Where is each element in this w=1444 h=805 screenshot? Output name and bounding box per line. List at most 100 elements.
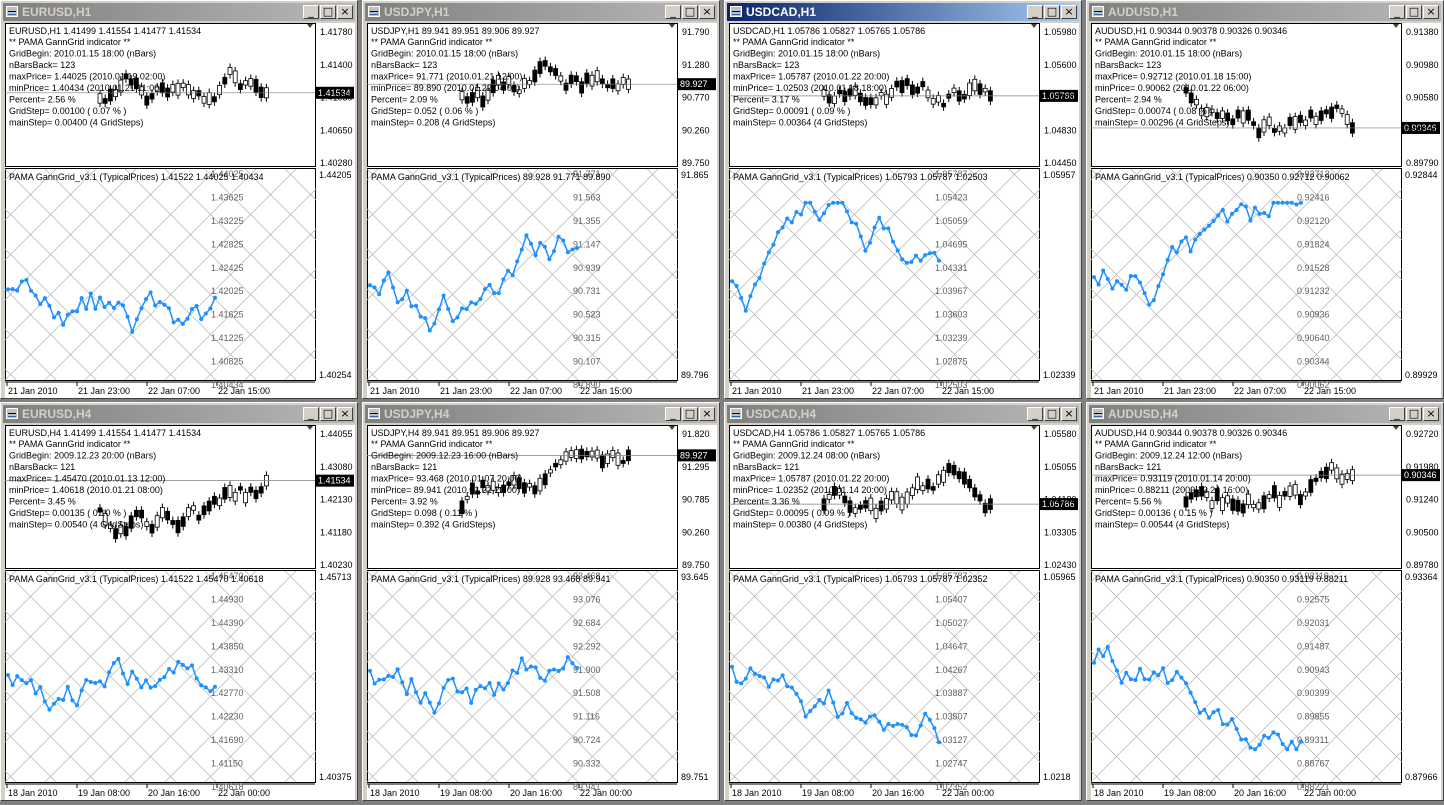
chart-area[interactable]: 89.927 USDJPY,H1 89.941 89.951 89.906 89.… [46, 23, 1219, 403]
gann-line [768, 570, 981, 783]
candle-body [1256, 502, 1262, 510]
chart-window-icon [1092, 6, 1104, 17]
price-axis-label: 1.40230 [320, 560, 353, 570]
typical-price-point [1161, 272, 1165, 277]
price-axis-label: 1.04830 [1044, 125, 1077, 135]
typical-price-point [524, 667, 529, 672]
chart-window[interactable]: EURUSD,H1 _ □ × 1.41534 EURUSD,H1 1.41499 1.4… [0, 0, 857, 399]
window-titlebar[interactable]: USDJPY,H4 _ □ × [365, 405, 717, 423]
price-axis-label: 91.295 [682, 462, 710, 472]
minimize-icon[interactable]: _ [665, 5, 681, 19]
indicator-info-line: GridBegin: 2010.01.15 18:00 (nBars) [1095, 49, 1242, 59]
candle-body [459, 500, 465, 515]
candle-body [573, 75, 579, 83]
candle-body [930, 486, 936, 491]
chart-area[interactable]: 1.05786 USDCAD,H4 1.05786 1.05827 1.05765… [408, 425, 1444, 805]
chart-svg[interactable]: 89.927 USDJPY,H4 89.941 89.951 89.906 89.… [46, 425, 1219, 800]
window-titlebar[interactable]: EURUSD,H4 _ □ × [3, 405, 355, 423]
chart-svg[interactable]: 1.05786 USDCAD,H4 1.05786 1.05827 1.05765… [408, 425, 1444, 800]
typical-price-point [886, 226, 891, 231]
typical-price-point [56, 696, 61, 701]
candle-body [170, 84, 176, 93]
window-titlebar[interactable]: USDJPY,H1 _ □ × [365, 3, 717, 21]
maximize-icon[interactable]: □ [320, 5, 336, 19]
window-titlebar[interactable]: EURUSD,H1 _ □ × [3, 3, 355, 21]
minimize-icon[interactable]: _ [1027, 407, 1043, 421]
close-icon[interactable]: × [1423, 5, 1439, 19]
chart-window[interactable]: AUDUSD,H1 _ □ × 0.90346 AUDUSD,H1 0.90344 0.9… [770, 0, 1444, 399]
typical-price-point [1128, 273, 1133, 278]
indicator-info-line: GridStep= 0.098 ( 0.11 % ) [371, 508, 478, 518]
chart-window[interactable]: AUDUSD,H4 _ □ × 0.90346 AUDUSD,H4 0.90344 0.9… [770, 402, 1444, 801]
chart-area[interactable]: 89.927 USDJPY,H4 89.941 89.951 89.906 89.… [46, 425, 1219, 805]
maximize-icon[interactable]: □ [1044, 5, 1060, 19]
price-pane-frame [1091, 23, 1402, 167]
close-icon[interactable]: × [337, 5, 353, 19]
minimize-icon[interactable]: _ [1389, 407, 1405, 421]
close-icon[interactable]: × [1061, 407, 1077, 421]
chart-window[interactable]: EURUSD,H4 _ □ × 1.41534 EURUSD,H4 1.41499 1.4… [0, 402, 857, 801]
chart-area[interactable]: 1.41534 EURUSD,H1 1.41499 1.41554 1.41477… [0, 23, 857, 403]
minimize-icon[interactable]: _ [303, 407, 319, 421]
maximize-icon[interactable]: □ [1044, 407, 1060, 421]
price-axis-label: 1.41180 [320, 527, 352, 537]
chart-window[interactable]: USDCAD,H4 _ □ × 1.05786 USDCAD,H4 1.05786 1.0… [408, 402, 1444, 801]
chart-svg[interactable]: 1.05786 USDCAD,H1 1.05786 1.05827 1.05765… [408, 23, 1444, 398]
window-titlebar[interactable]: USDCAD,H4 _ □ × [727, 405, 1079, 423]
chart-window[interactable]: USDJPY,H4 _ □ × 89.927 USDJPY,H4 89.941 89.95… [46, 402, 1219, 801]
candle-body [113, 528, 118, 540]
chart-svg[interactable]: 89.927 USDJPY,H1 89.941 89.951 89.906 89.… [46, 23, 1219, 398]
typical-price-point [932, 250, 937, 255]
chart-svg[interactable]: 0.90346 AUDUSD,H4 0.90344 0.90378 0.90326… [770, 425, 1444, 800]
minimize-icon[interactable]: _ [665, 407, 681, 421]
close-icon[interactable]: × [1423, 407, 1439, 421]
chart-svg[interactable]: 1.41534 EURUSD,H4 1.41499 1.41554 1.41477… [0, 425, 857, 800]
window-titlebar[interactable]: AUDUSD,H4 _ □ × [1089, 405, 1441, 423]
axis-mask [316, 570, 355, 784]
minimize-icon[interactable]: _ [1389, 5, 1405, 19]
window-titlebar[interactable]: USDCAD,H1 _ □ × [727, 3, 1079, 21]
typical-price-point [1115, 668, 1119, 673]
grid-level-label: 1.03239 [935, 333, 968, 343]
indicator-axis-top: 0.93364 [1405, 572, 1438, 582]
candle-body [154, 86, 160, 92]
chart-window[interactable]: USDCAD,H1 _ □ × 1.05786 USDCAD,H1 1.05786 1.0… [408, 0, 1444, 399]
typical-price-point [780, 225, 785, 230]
typical-price-point [56, 310, 61, 315]
typical-price-point [556, 234, 561, 239]
chart-area[interactable]: 0.90346 AUDUSD,H4 0.90344 0.90378 0.90326… [770, 425, 1444, 805]
chart-window[interactable]: USDJPY,H1 _ □ × 89.927 USDJPY,H1 89.941 89.95… [46, 0, 1219, 399]
window-titlebar[interactable]: AUDUSD,H1 _ □ × [1089, 3, 1441, 21]
grid-level-label: 90.724 [573, 735, 601, 745]
close-icon[interactable]: × [699, 407, 715, 421]
typical-price-line [730, 664, 941, 745]
typical-price-point [904, 260, 909, 265]
candle-body [584, 450, 590, 458]
grid-level-label: 93.468 [573, 571, 601, 581]
typical-price-point [799, 699, 803, 704]
maximize-icon[interactable]: □ [320, 407, 336, 421]
maximize-icon[interactable]: □ [682, 407, 698, 421]
chart-area[interactable]: 1.41534 EURUSD,H4 1.41499 1.41554 1.41477… [0, 425, 857, 805]
minimize-icon[interactable]: _ [1027, 5, 1043, 19]
typical-price-point [418, 700, 423, 705]
maximize-icon[interactable]: □ [682, 5, 698, 19]
chart-svg[interactable]: 1.41534 EURUSD,H1 1.41499 1.41554 1.41477… [0, 23, 857, 398]
chart-area[interactable]: 1.05786 USDCAD,H1 1.05786 1.05827 1.05765… [408, 23, 1444, 403]
grid-level-label: 1.03507 [935, 712, 968, 722]
indicator-info-line: Percent= 5.56 % [1095, 497, 1162, 507]
typical-price-point [1188, 249, 1193, 254]
close-icon[interactable]: × [337, 407, 353, 421]
candle-body [118, 524, 124, 535]
indicator-pane-frame [5, 168, 316, 381]
close-icon[interactable]: × [699, 5, 715, 19]
gann-line [0, 570, 137, 708]
maximize-icon[interactable]: □ [1406, 407, 1422, 421]
candle-body [615, 452, 621, 466]
close-icon[interactable]: × [1061, 5, 1077, 19]
chart-svg[interactable]: 0.90346 AUDUSD,H1 0.90344 0.90378 0.90326… [770, 23, 1444, 398]
minimize-icon[interactable]: _ [303, 5, 319, 19]
maximize-icon[interactable]: □ [1406, 5, 1422, 19]
chart-area[interactable]: 0.90346 AUDUSD,H1 0.90344 0.90378 0.90326… [770, 23, 1444, 403]
current-price-box [1040, 89, 1078, 102]
